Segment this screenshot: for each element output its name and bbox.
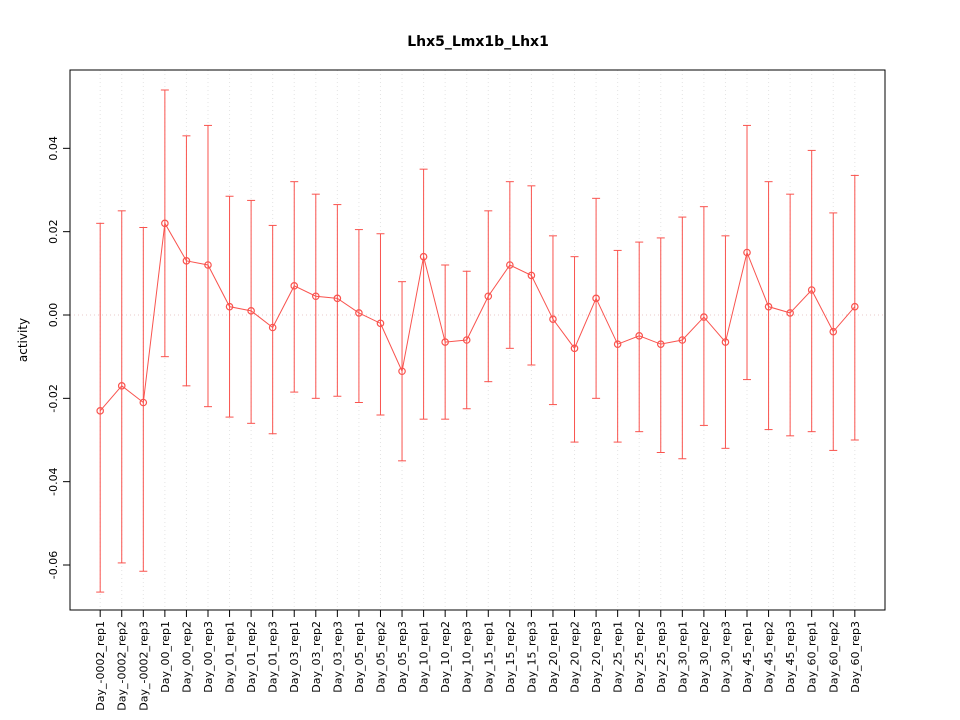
svg-text:Day_05_rep3: Day_05_rep3 [396, 621, 409, 693]
svg-text:Day_20_rep1: Day_20_rep1 [547, 621, 560, 693]
svg-text:Day_15_rep3: Day_15_rep3 [525, 621, 538, 693]
svg-text:Day_10_rep3: Day_10_rep3 [461, 621, 474, 693]
y-axis-label: activity [16, 318, 30, 362]
svg-text:Day_30_rep1: Day_30_rep1 [676, 621, 689, 693]
svg-text:Day_60_rep1: Day_60_rep1 [806, 621, 819, 693]
svg-text:Day_15_rep1: Day_15_rep1 [482, 621, 495, 693]
svg-text:Day_60_rep3: Day_60_rep3 [849, 621, 862, 693]
svg-text:Day_25_rep1: Day_25_rep1 [612, 621, 625, 693]
svg-text:Day_01_rep3: Day_01_rep3 [267, 621, 280, 693]
svg-text:0.02: 0.02 [47, 219, 60, 244]
svg-text:Day_45_rep2: Day_45_rep2 [763, 621, 776, 693]
svg-text:Day_45_rep1: Day_45_rep1 [741, 621, 754, 693]
svg-text:Day_-0002_rep3: Day_-0002_rep3 [137, 621, 150, 711]
svg-text:Day_00_rep1: Day_00_rep1 [159, 621, 172, 693]
svg-text:Day_01_rep2: Day_01_rep2 [245, 621, 258, 693]
svg-text:Day_-0002_rep1: Day_-0002_rep1 [94, 621, 107, 711]
svg-text:Day_05_rep2: Day_05_rep2 [374, 621, 387, 693]
svg-text:Day_01_rep1: Day_01_rep1 [224, 621, 237, 693]
svg-text:Day_30_rep2: Day_30_rep2 [698, 621, 711, 693]
svg-text:Day_45_rep3: Day_45_rep3 [784, 621, 797, 693]
svg-text:Day_00_rep2: Day_00_rep2 [180, 621, 193, 693]
series-line [99, 221, 856, 412]
svg-text:Day_20_rep3: Day_20_rep3 [590, 621, 603, 693]
data-points [96, 219, 859, 415]
svg-text:0.00: 0.00 [47, 303, 60, 328]
svg-text:Day_60_rep2: Day_60_rep2 [827, 621, 840, 693]
svg-text:Day_10_rep2: Day_10_rep2 [439, 621, 452, 693]
axes: 0.04 0.02 0.00 -0.02 -0.04 -0.06 Day_-0002_rep… [47, 69, 886, 711]
plot-group: 0.04 0.02 0.00 -0.02 -0.04 -0.06 Day_-0002_rep… [47, 69, 886, 711]
svg-text:Day_03_rep3: Day_03_rep3 [331, 621, 344, 693]
svg-text:Day_00_rep3: Day_00_rep3 [202, 621, 215, 693]
svg-text:Day_03_rep2: Day_03_rep2 [310, 621, 323, 693]
svg-text:Day_05_rep1: Day_05_rep1 [353, 621, 366, 693]
svg-text:-0.04: -0.04 [47, 467, 60, 495]
svg-text:Day_15_rep2: Day_15_rep2 [504, 621, 517, 693]
error-bars [96, 89, 859, 593]
svg-text:-0.02: -0.02 [47, 384, 60, 412]
chart-title: Lhx5_Lmx1b_Lhx1 [407, 34, 549, 50]
svg-text:Day_20_rep2: Day_20_rep2 [569, 621, 582, 693]
svg-text:Day_25_rep2: Day_25_rep2 [633, 621, 646, 693]
svg-text:Day_30_rep3: Day_30_rep3 [719, 621, 732, 693]
svg-text:Day_10_rep1: Day_10_rep1 [418, 621, 431, 693]
svg-text:-0.06: -0.06 [47, 551, 60, 579]
svg-text:Day_-0002_rep2: Day_-0002_rep2 [116, 621, 129, 711]
svg-text:0.04: 0.04 [47, 136, 60, 161]
svg-text:Day_03_rep1: Day_03_rep1 [288, 621, 301, 693]
svg-text:Day_25_rep3: Day_25_rep3 [655, 621, 668, 693]
grid-lines [70, 70, 885, 610]
